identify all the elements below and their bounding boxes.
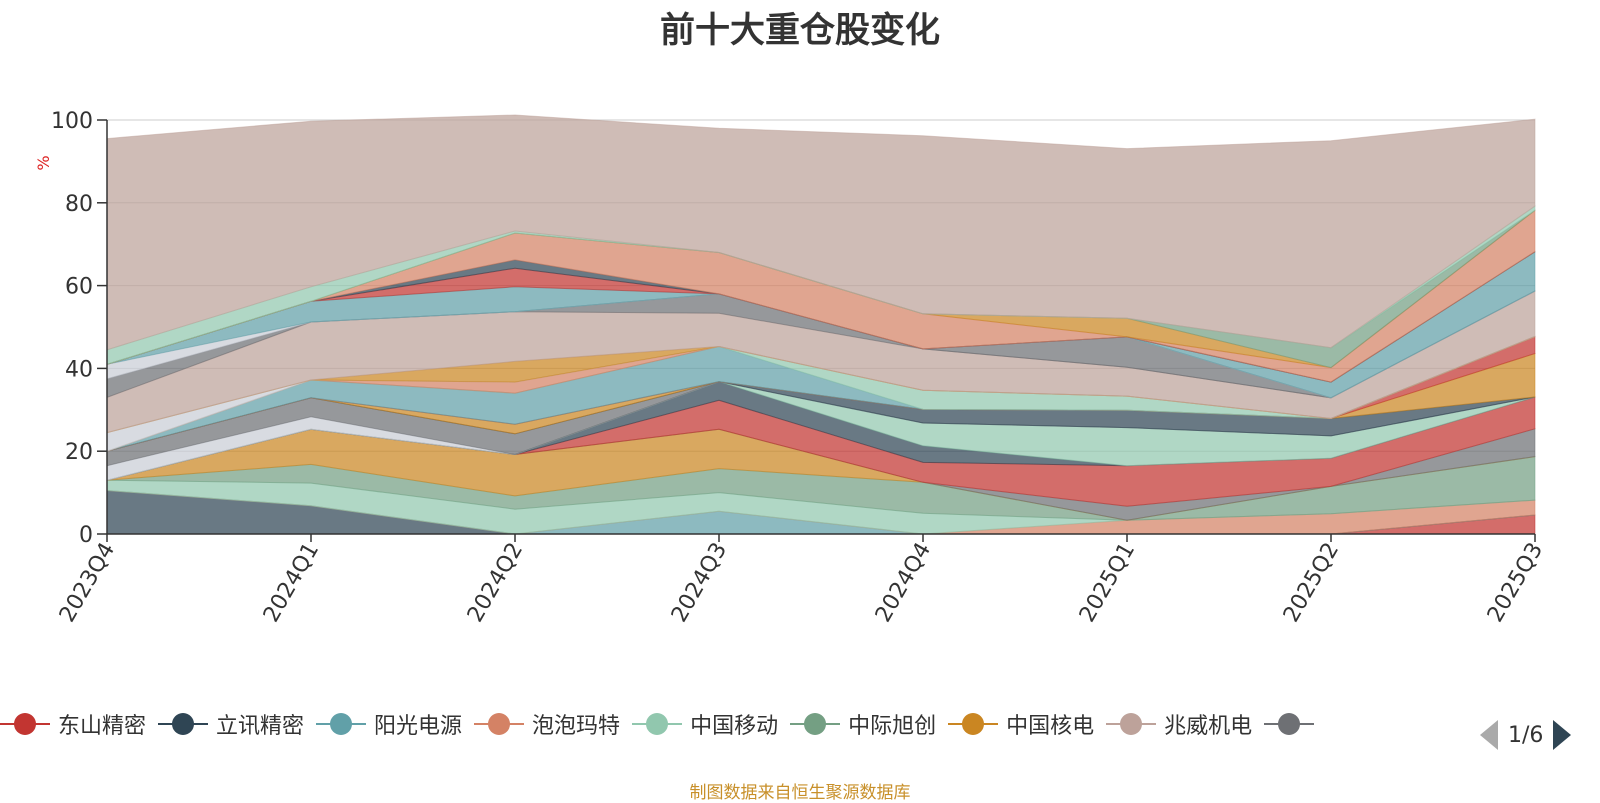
y-axis-label: % bbox=[34, 155, 53, 170]
legend-marker-icon bbox=[948, 709, 999, 739]
legend: 东山精密 立讯精密 阳光电源 泡泡玛特 中国移动 中际旭创 中国核电 兆威机电 bbox=[0, 708, 1478, 758]
y-tick-label: 80 bbox=[65, 192, 93, 217]
legend-item[interactable]: 立讯精密 bbox=[158, 708, 304, 740]
legend-item[interactable]: 中国核电 bbox=[948, 708, 1094, 740]
legend-label: 中国核电 bbox=[1006, 714, 1095, 739]
legend-marker-icon bbox=[790, 709, 841, 739]
legend-item[interactable]: 泡泡玛特 bbox=[474, 708, 620, 740]
x-tick-label: 2024Q1 bbox=[259, 539, 324, 627]
legend-label: 泡泡玛特 bbox=[532, 714, 621, 739]
x-tick-label: 2023Q4 bbox=[55, 539, 120, 627]
legend-marker-icon bbox=[0, 709, 50, 739]
x-tick-label: 2024Q2 bbox=[463, 539, 528, 627]
legend-label: 东山精密 bbox=[58, 714, 147, 739]
legend-marker-icon bbox=[474, 709, 525, 739]
x-tick-label: 2024Q4 bbox=[871, 539, 936, 627]
legend-item[interactable]: 兆威机电 bbox=[1106, 708, 1252, 740]
y-tick-label: 0 bbox=[79, 523, 93, 548]
chevron-right-icon[interactable] bbox=[1553, 720, 1572, 750]
legend-label: 中际旭创 bbox=[848, 714, 937, 739]
legend-marker-icon bbox=[316, 709, 367, 739]
legend-item[interactable] bbox=[1264, 709, 1322, 739]
legend-item[interactable]: 东山精密 bbox=[0, 708, 146, 740]
legend-marker-icon bbox=[1264, 709, 1315, 739]
x-tick-label: 2025Q3 bbox=[1483, 539, 1548, 627]
legend-label: 兆威机电 bbox=[1164, 714, 1253, 739]
area-33 bbox=[106, 114, 1536, 351]
legend-label: 阳光电源 bbox=[374, 714, 463, 739]
data-source-note: 制图数据来自恒生聚源数据库 bbox=[689, 783, 911, 803]
legend-item[interactable]: 阳光电源 bbox=[316, 708, 462, 740]
legend-label: 中国移动 bbox=[690, 714, 779, 739]
legend-pager: 1/6 bbox=[1478, 718, 1600, 752]
x-tick-label: 2025Q2 bbox=[1279, 539, 1344, 627]
y-tick-label: 40 bbox=[65, 357, 93, 382]
y-tick-label: 100 bbox=[51, 109, 93, 134]
chart-plot: 0 20 40 60 80 100 2023Q4 2024Q1 2024Q2 2024Q3 2024… bbox=[34, 109, 1548, 627]
legend-marker-icon bbox=[1106, 709, 1157, 739]
legend-label: 立讯精密 bbox=[216, 714, 305, 739]
y-tick-label: 20 bbox=[65, 440, 93, 465]
chart-title: 前十大重仓股变化 bbox=[659, 11, 940, 51]
legend-page-indicator: 1/6 bbox=[1508, 722, 1544, 748]
x-tick-label: 2024Q3 bbox=[667, 539, 732, 627]
legend-marker-icon bbox=[632, 709, 683, 739]
y-tick-label: 60 bbox=[65, 275, 93, 300]
legend-item[interactable]: 中国移动 bbox=[632, 708, 778, 740]
x-tick-label: 2025Q1 bbox=[1075, 539, 1140, 627]
area-series bbox=[106, 114, 1536, 535]
legend-item[interactable]: 中际旭创 bbox=[790, 708, 936, 740]
legend-marker-icon bbox=[158, 709, 209, 739]
chevron-left-icon[interactable] bbox=[1480, 720, 1498, 750]
